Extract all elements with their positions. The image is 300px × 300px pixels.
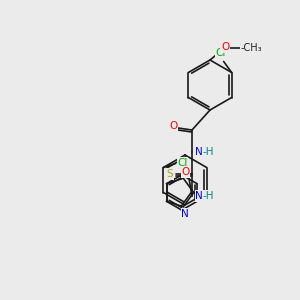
Text: -CH₃: -CH₃: [240, 43, 262, 53]
Text: S: S: [167, 169, 173, 179]
Text: Cl: Cl: [177, 158, 188, 167]
Text: N: N: [182, 209, 189, 219]
Text: O: O: [169, 121, 177, 131]
Text: O: O: [221, 42, 229, 52]
Text: N: N: [195, 147, 203, 157]
Text: -H: -H: [202, 191, 214, 201]
Text: -H: -H: [202, 147, 214, 157]
Text: Cl: Cl: [215, 49, 226, 58]
Text: N: N: [195, 191, 203, 201]
Text: O: O: [181, 167, 189, 177]
